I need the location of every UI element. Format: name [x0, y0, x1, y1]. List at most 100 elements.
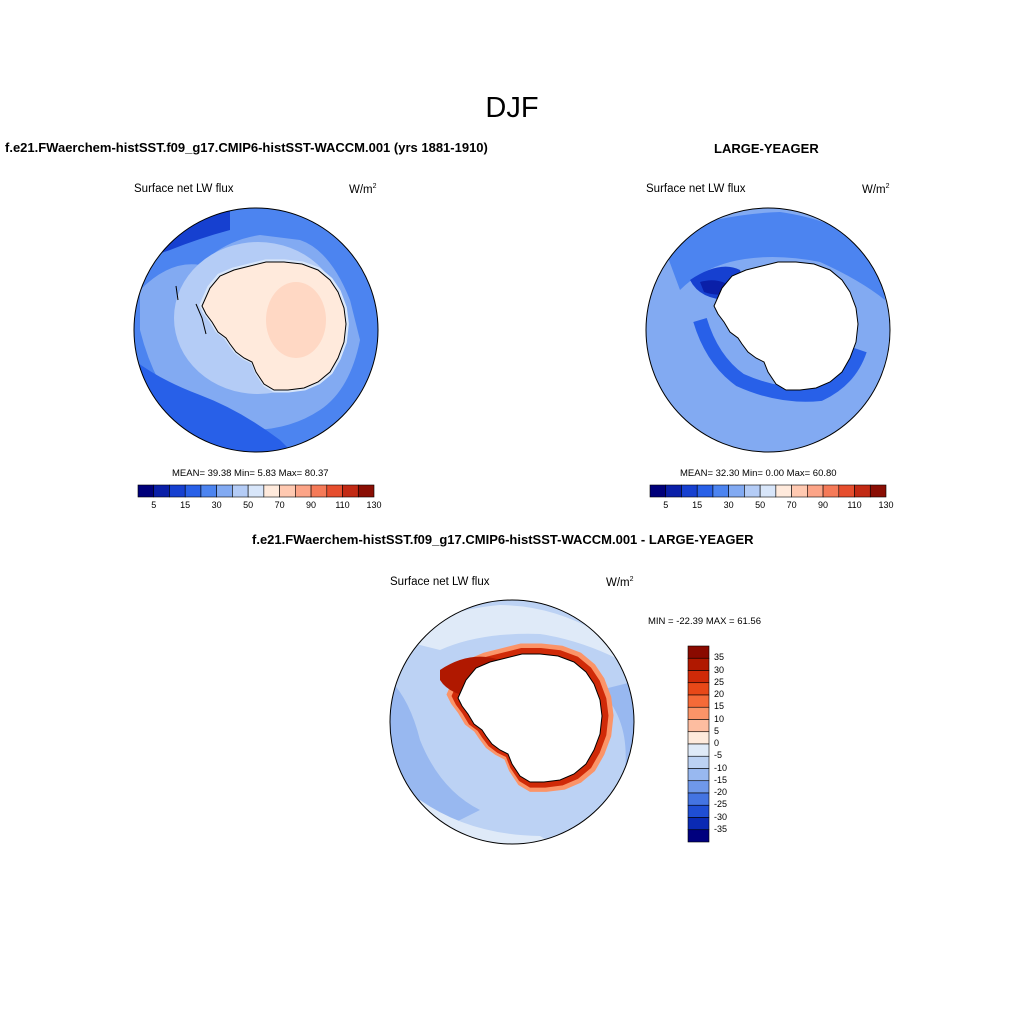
- colorbar-swatch: [687, 657, 710, 671]
- colorbar-swatch: [696, 484, 714, 498]
- colorbar-tick-label: 15: [714, 701, 725, 712]
- colorbar-swatch: [263, 484, 280, 498]
- diff-variable-label: Surface net LW flux: [390, 576, 490, 588]
- colorbar-swatch: [326, 484, 343, 498]
- colorbar-swatch: [807, 484, 824, 498]
- colorbar-tick-label: 10: [714, 713, 725, 724]
- colorbar-tick-label: 5: [151, 500, 157, 510]
- colorbar-swatch: [216, 484, 233, 498]
- colorbar-swatch: [687, 804, 710, 818]
- colorbar-swatch: [854, 484, 871, 498]
- figure-title: DJF: [485, 92, 539, 124]
- colorbar-swatch: [687, 780, 710, 794]
- colorbar-swatch: [153, 484, 170, 498]
- colorbar-tick-label: -10: [714, 762, 728, 773]
- diff-units-label: W/m2: [606, 576, 634, 589]
- colorbar-swatch: [279, 484, 296, 498]
- ref-units-label: W/m2: [862, 183, 890, 196]
- colorbar-swatch: [687, 755, 710, 769]
- ref-stats: MEAN= 32.30 Min= 0.00 Max= 60.80: [680, 468, 837, 479]
- colorbar-swatch: [200, 484, 217, 498]
- colorbar-tick-label: 90: [306, 500, 317, 510]
- colorbar-tick-label: 25: [714, 676, 725, 687]
- colorbar-tick-label: 30: [723, 500, 734, 510]
- colorbar-tick-label: 5: [714, 725, 720, 736]
- colorbar-tick-label: 90: [818, 500, 829, 510]
- colorbar-tick-label: -30: [714, 811, 728, 822]
- colorbar-swatch: [759, 484, 777, 498]
- colorbar-swatch: [712, 484, 729, 498]
- diff-colorbar: [687, 645, 710, 843]
- colorbar-swatch: [687, 731, 710, 745]
- colorbar-swatch: [687, 670, 710, 684]
- colorbar-tick-label: -20: [714, 787, 728, 797]
- colorbar-tick-label: 30: [714, 664, 725, 675]
- colorbar-swatch: [687, 743, 710, 757]
- diff-map-border: [389, 599, 635, 845]
- colorbar-swatch: [342, 484, 359, 498]
- colorbar-tick-label: 30: [211, 500, 222, 510]
- colorbar-tick-label: 5: [663, 500, 669, 510]
- ref-colorbar: [649, 484, 887, 498]
- colorbar-tick-label: 110: [847, 500, 862, 510]
- ref-map: [646, 208, 890, 452]
- colorbar-tick-label: 50: [755, 500, 766, 510]
- colorbar-tick-label: 15: [180, 500, 191, 510]
- colorbar-swatch: [687, 768, 710, 782]
- colorbar-tick-label: 130: [878, 500, 894, 510]
- colorbar-swatch: [247, 484, 265, 498]
- colorbar-swatch: [791, 484, 808, 498]
- colorbar-tick-label: 35: [714, 652, 725, 663]
- colorbar-tick-label: -25: [714, 799, 728, 810]
- colorbar-swatch: [649, 484, 667, 498]
- colorbar-swatch: [169, 484, 186, 498]
- colorbar-swatch: [687, 829, 710, 843]
- colorbar-swatch: [775, 484, 792, 498]
- colorbar-swatch: [295, 484, 312, 498]
- colorbar-swatch: [357, 484, 375, 498]
- colorbar-tick-label: 70: [274, 500, 285, 510]
- colorbar-tick-label: 70: [786, 500, 797, 510]
- colorbar-swatch: [184, 484, 202, 498]
- colorbar-swatch: [838, 484, 855, 498]
- colorbar-swatch: [744, 484, 761, 498]
- colorbar-swatch: [728, 484, 745, 498]
- test-colorbar: [137, 484, 375, 498]
- diff-panel-title: f.e21.FWaerchem-histSST.f09_g17.CMIP6-hi…: [252, 532, 754, 547]
- ref-panel-title: LARGE-YEAGER: [714, 141, 819, 156]
- colorbar-swatch: [687, 694, 710, 708]
- colorbar-swatch: [822, 484, 840, 498]
- colorbar-swatch: [687, 645, 710, 659]
- test-map-border: [133, 207, 379, 453]
- colorbar-swatch: [687, 817, 710, 831]
- colorbar-tick-label: -35: [714, 823, 728, 834]
- test-stats: MEAN= 39.38 Min= 5.83 Max= 80.37: [172, 468, 329, 479]
- colorbar-tick-label: -5: [714, 750, 723, 761]
- colorbar-swatch: [869, 484, 887, 498]
- colorbar-swatch: [687, 706, 710, 720]
- colorbar-tick-label: 110: [335, 500, 350, 510]
- colorbar-tick-label: 15: [692, 500, 703, 510]
- colorbar-tick-label: 20: [714, 689, 725, 699]
- colorbar-swatch: [687, 719, 710, 733]
- colorbar-tick-label: 0: [714, 738, 720, 748]
- diff-map: [390, 600, 634, 844]
- ref-variable-label: Surface net LW flux: [646, 183, 746, 195]
- colorbar-swatch: [137, 484, 155, 498]
- diff-stats: MIN = -22.39 MAX = 61.56: [648, 616, 762, 627]
- colorbar-swatch: [687, 792, 710, 806]
- colorbar-tick-label: -15: [714, 774, 728, 785]
- test-variable-label: Surface net LW flux: [134, 183, 234, 195]
- colorbar-swatch: [681, 484, 698, 498]
- colorbar-swatch: [232, 484, 249, 498]
- test-units-label: W/m2: [349, 183, 377, 196]
- colorbar-swatch: [665, 484, 682, 498]
- test-map: [134, 208, 378, 452]
- ref-map-border: [645, 207, 891, 453]
- test-panel-title: f.e21.FWaerchem-histSST.f09_g17.CMIP6-hi…: [5, 140, 488, 155]
- colorbar-swatch: [687, 682, 710, 696]
- colorbar-tick-label: 130: [366, 500, 382, 510]
- colorbar-swatch: [310, 484, 328, 498]
- colorbar-tick-label: 50: [243, 500, 254, 510]
